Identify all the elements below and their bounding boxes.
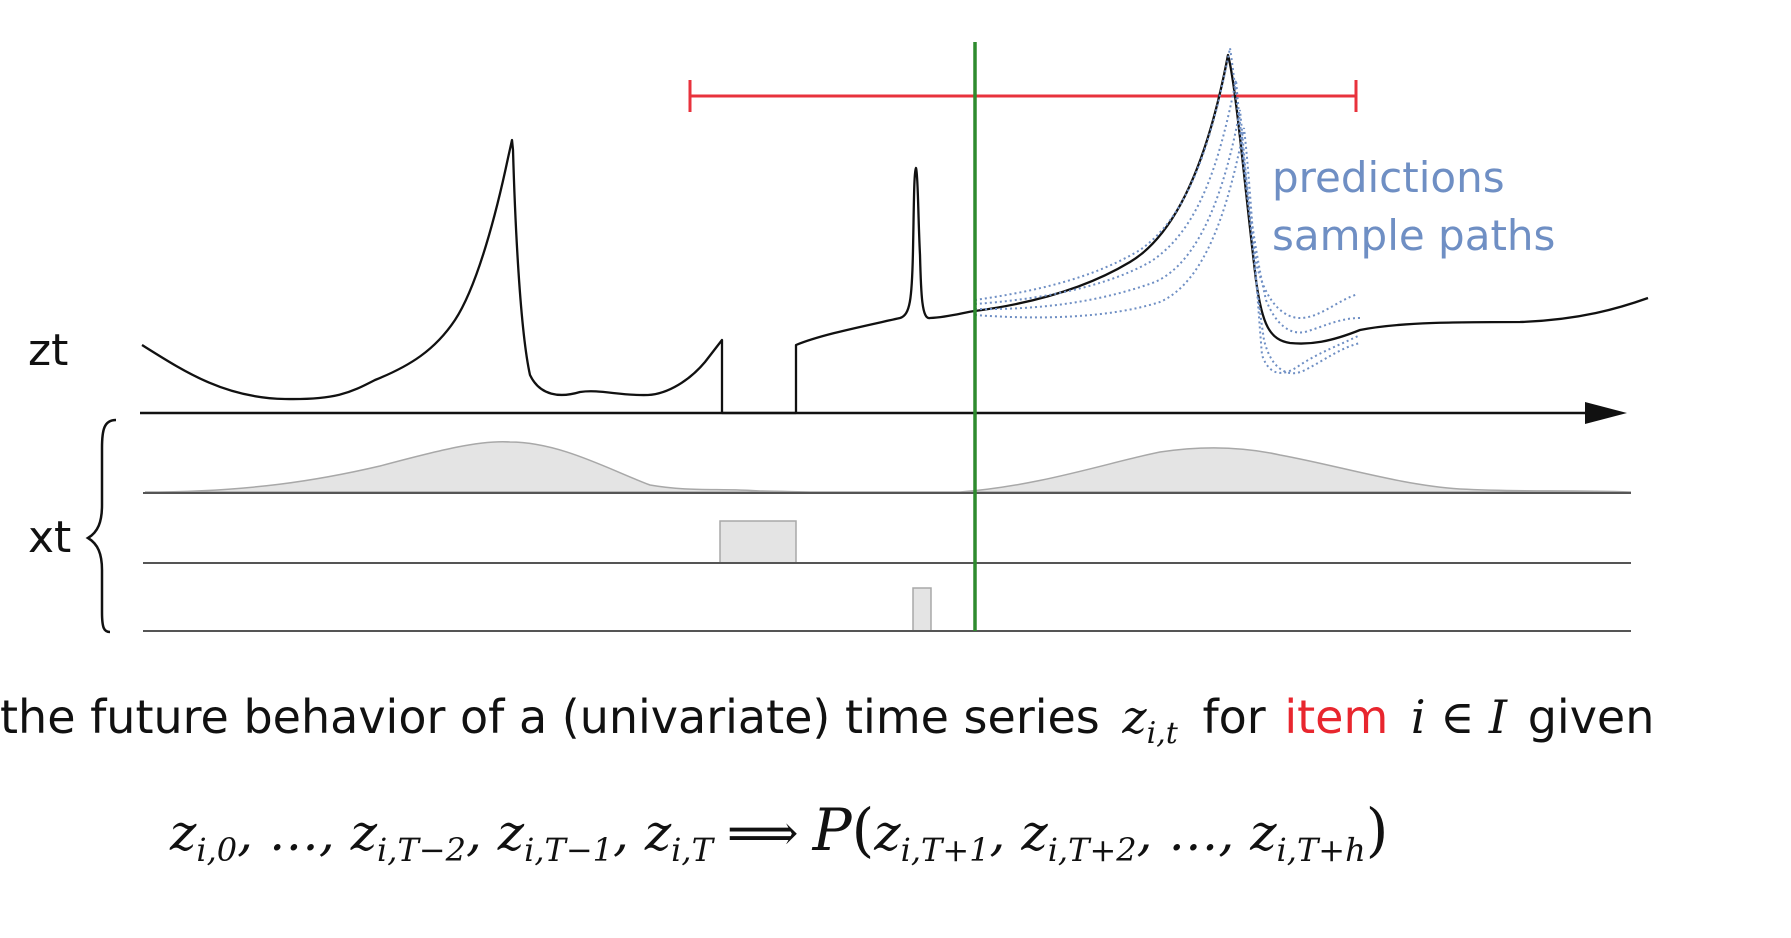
predictions-label: predictions xyxy=(1272,153,1505,202)
sample-path xyxy=(974,47,1359,320)
forecast-formula: zi,0, …, zi,T−2, zi,T−1, zi,T ⟹ P(zi,T+1, … xyxy=(170,790,1388,870)
covariate-pulse xyxy=(143,587,1631,632)
sample-path xyxy=(974,109,1361,375)
formula-history-term: zi,0 xyxy=(170,804,238,869)
prediction-sample-paths xyxy=(974,47,1361,375)
time-axis-arrowhead xyxy=(1585,402,1627,424)
formula-comma: , xyxy=(613,804,645,862)
caption-math-z: zi,t xyxy=(1122,690,1178,752)
formula-history-term: zi,T xyxy=(644,804,713,869)
formula-future-term: zi,T+h xyxy=(1250,804,1366,869)
formula-future-term: … xyxy=(1168,804,1219,862)
formula-comma: , xyxy=(237,804,269,862)
caption-word-given: given xyxy=(1527,690,1655,744)
sample-path xyxy=(974,127,1361,374)
forecast-horizon-bracket xyxy=(688,80,1358,112)
sample-path xyxy=(974,79,1361,334)
formula-comma: , xyxy=(1218,804,1251,862)
caption-text-before: the future behavior of a (univariate) ti… xyxy=(0,690,1100,744)
formula-comma: , xyxy=(989,804,1022,862)
covariate-seasonal xyxy=(143,440,1632,494)
formula-implies-arrow: ⟹ xyxy=(726,804,799,862)
target-series-line xyxy=(141,53,1649,415)
covariate-seasonal-area xyxy=(144,440,1632,494)
formula-comma: , xyxy=(318,804,351,862)
formula-comma: , xyxy=(465,804,498,862)
caption-word-for: for xyxy=(1202,690,1266,744)
covariate-step-block xyxy=(719,520,797,564)
caption-word-item: item xyxy=(1284,690,1389,744)
formula-probability: P xyxy=(812,796,852,864)
sample-paths-label: sample paths xyxy=(1272,211,1555,260)
target-series-label: zt xyxy=(28,325,68,376)
formula-history-term: … xyxy=(268,804,319,862)
formula-future-term: zi,T+1 xyxy=(874,804,990,869)
formula-history-term: zi,T−2 xyxy=(350,804,466,869)
formula-comma: , xyxy=(1136,804,1169,862)
covariate-pulse-block xyxy=(912,587,932,632)
formula-history-term: zi,T−1 xyxy=(497,804,614,869)
time-axis xyxy=(140,402,1627,424)
covariates-brace xyxy=(85,418,117,634)
formula-future-term: zi,T+2 xyxy=(1021,804,1137,869)
caption-math-i: i ∈ I xyxy=(1410,690,1508,744)
formula-open-paren: ( xyxy=(851,796,875,864)
caption-sentence: the future behavior of a (univariate) ti… xyxy=(0,682,1791,752)
covariates-label: xt xyxy=(28,512,71,563)
covariate-step xyxy=(143,520,1631,564)
formula-close-paren: ) xyxy=(1365,796,1389,864)
